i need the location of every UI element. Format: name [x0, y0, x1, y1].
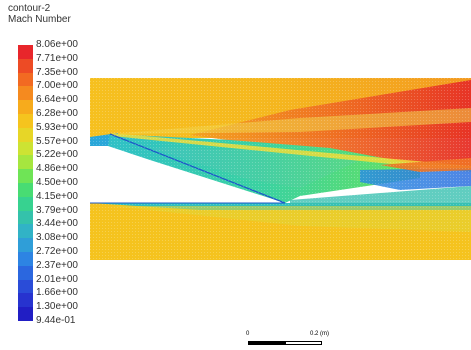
scale-bar-graphic: [248, 341, 322, 345]
colorbar-cell: [18, 307, 33, 322]
colorbar-cell: [18, 58, 33, 74]
contour-title: contour-2: [8, 3, 51, 14]
colorbar-label: 3.79e+00: [36, 204, 78, 216]
colorbar-cell: [18, 279, 33, 294]
colorbar-label: 8.06e+00: [36, 39, 78, 50]
colorbar-label: 1.30e+00: [36, 301, 78, 313]
colorbar-cell: [18, 45, 33, 60]
colorbar-cell: [18, 293, 33, 308]
colorbar-label: 5.57e+00: [36, 135, 78, 147]
colorbar-cell: [18, 127, 33, 143]
colorbar-label: 1.66e+00: [36, 287, 78, 299]
colorbar-label: 6.64e+00: [36, 94, 78, 106]
colorbar-label: 2.72e+00: [36, 246, 78, 257]
colorbar-label: 4.86e+00: [36, 163, 78, 175]
mesh-overlay: [90, 78, 471, 260]
colorbar-label: 7.35e+00: [36, 66, 78, 78]
scale-zero-label: 0: [246, 331, 250, 337]
colorbar-cell: [18, 265, 33, 281]
colorbar-cell: [18, 252, 33, 267]
colorbar-cell: [18, 210, 33, 225]
colorbar: [18, 45, 33, 322]
colorbar-cell: [18, 224, 33, 239]
colorbar-cell: [18, 183, 33, 198]
colorbar-cell: [18, 169, 33, 184]
colorbar-cell: [18, 196, 33, 212]
colorbar-label: 3.44e+00: [36, 218, 78, 230]
colorbar-cell: [18, 155, 33, 170]
colorbar-label: 5.93e+00: [36, 121, 78, 133]
colorbar-label: 2.01e+00: [36, 273, 78, 285]
scale-bar: 0 0.2 (m): [246, 331, 336, 347]
colorbar-cell: [18, 86, 33, 101]
colorbar-cell: [18, 72, 33, 87]
colorbar-cell: [18, 141, 33, 156]
colorbar-label: 2.37e+00: [36, 259, 78, 271]
colorbar-label: 4.50e+00: [36, 177, 78, 188]
colorbar-label: 7.00e+00: [36, 80, 78, 92]
colorbar-cell: [18, 238, 33, 253]
colorbar-label: 6.28e+00: [36, 108, 78, 119]
colorbar-label: 7.71e+00: [36, 52, 78, 64]
scale-end-label: 0.2 (m): [310, 331, 330, 337]
colorbar-cell: [18, 114, 33, 129]
colorbar-label: 5.22e+00: [36, 149, 78, 161]
colorbar-cell: [18, 100, 33, 115]
colorbar-label: 4.15e+00: [36, 190, 78, 202]
scale-segment-white: [285, 341, 322, 345]
variable-title: Mach Number: [8, 14, 71, 25]
colorbar-label: 3.08e+00: [36, 232, 78, 244]
colorbar-label: 9.44e-01: [36, 315, 76, 326]
